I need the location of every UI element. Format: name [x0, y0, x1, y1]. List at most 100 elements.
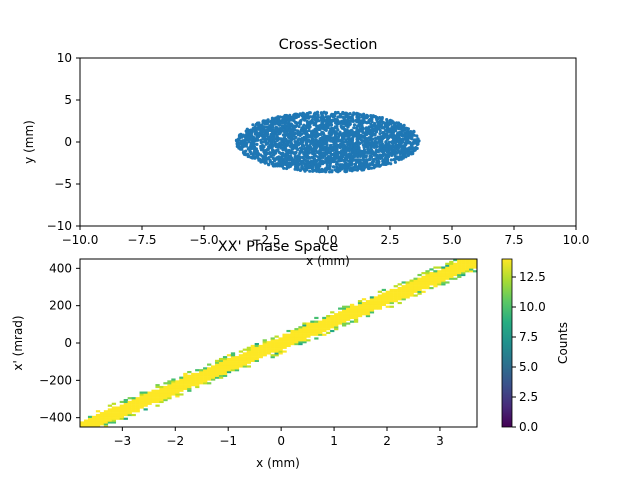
- heatmap-cell: [175, 389, 180, 392]
- heatmap-cell: [139, 406, 144, 409]
- heatmap-cell: [250, 356, 255, 359]
- heatmap-cell: [318, 322, 323, 325]
- scatter-point: [388, 118, 392, 122]
- heatmap-cell: [342, 322, 347, 325]
- colorbar-label: Counts: [556, 322, 570, 364]
- heatmap-cell: [211, 378, 216, 381]
- heatmap-cell: [163, 393, 168, 396]
- heatmap-cell: [322, 333, 327, 336]
- heatmap-cell: [322, 326, 327, 329]
- heatmap-cell: [445, 272, 450, 275]
- heatmap-cell: [342, 315, 347, 318]
- scatter-point: [366, 145, 370, 150]
- scatter-point: [330, 128, 334, 132]
- heatmap-cell: [473, 266, 478, 269]
- scatter-point: [282, 119, 286, 123]
- heatmap-cell: [345, 313, 351, 316]
- scatter-point: [305, 168, 309, 172]
- heatmap-cell: [250, 359, 255, 362]
- scatter-point: [289, 136, 293, 140]
- scatter-point: [287, 158, 291, 162]
- heatmap-cell: [433, 275, 438, 278]
- heatmap-cell: [151, 389, 156, 392]
- scatter-point: [313, 161, 317, 165]
- scatter-point: [322, 151, 326, 155]
- heatmap-cell: [421, 272, 426, 275]
- heatmap-cell: [421, 275, 426, 278]
- heatmap-cell: [397, 296, 402, 299]
- heatmap-cell: [381, 303, 386, 306]
- heatmap-cell: [171, 382, 176, 385]
- scatter-point: [262, 156, 266, 161]
- heatmap-cell: [461, 272, 466, 275]
- heatmap-cell: [465, 264, 470, 267]
- heatmap-cell: [187, 374, 192, 377]
- heatmap-cell: [135, 400, 140, 404]
- heatmap-cell: [155, 404, 160, 407]
- heatmap-cell: [338, 307, 343, 310]
- scatter-point: [274, 151, 278, 155]
- cross-section-x-label: x (mm): [306, 254, 350, 268]
- heatmap-cell: [338, 320, 343, 323]
- heatmap-cell: [357, 300, 363, 303]
- heatmap-cell: [103, 410, 109, 413]
- heatmap-cell: [330, 320, 335, 323]
- heatmap-cell: [373, 305, 379, 308]
- heatmap-cell: [469, 262, 474, 265]
- heatmap-cell: [389, 300, 394, 303]
- heatmap-cell: [401, 296, 406, 299]
- scatter-point: [346, 162, 350, 166]
- heatmap-cell: [445, 273, 450, 277]
- scatter-point: [378, 122, 382, 126]
- heatmap-cell: [119, 415, 124, 418]
- heatmap-cell: [218, 374, 224, 377]
- scatter-point: [384, 140, 388, 144]
- heatmap-cell: [254, 343, 259, 346]
- heatmap-cell: [349, 313, 355, 316]
- scatter-point: [253, 129, 257, 133]
- scatter-point: [336, 115, 340, 119]
- heatmap-cell: [222, 357, 228, 361]
- scatter-point: [415, 134, 419, 138]
- scatter-point: [256, 151, 260, 155]
- scatter-point: [272, 143, 276, 147]
- heatmap-cell: [457, 268, 462, 271]
- scatter-point: [325, 134, 329, 138]
- scatter-point: [261, 140, 265, 144]
- scatter-point: [307, 148, 311, 153]
- heatmap-cell: [242, 357, 248, 361]
- heatmap-cell: [322, 322, 327, 325]
- heatmap-cell: [262, 343, 267, 346]
- heatmap-cell: [457, 275, 462, 278]
- heatmap-cell: [445, 275, 450, 278]
- heatmap-cell: [334, 324, 339, 327]
- heatmap-cell: [270, 337, 275, 340]
- scatter-point: [378, 119, 383, 124]
- scatter-point: [269, 120, 273, 124]
- heatmap-cell: [222, 374, 228, 377]
- scatter-point: [385, 147, 389, 151]
- heatmap-cell: [342, 324, 347, 327]
- x-tick-label: 0.0: [318, 233, 337, 247]
- heatmap-cell: [230, 354, 236, 357]
- heatmap-cell: [246, 348, 252, 351]
- heatmap-cell: [465, 262, 470, 265]
- scatter-point: [312, 154, 316, 158]
- heatmap-cell: [250, 348, 255, 351]
- heatmap-cell: [342, 320, 347, 323]
- scatter-point: [325, 163, 329, 167]
- heatmap-cell: [175, 385, 180, 389]
- heatmap-cell: [421, 287, 426, 290]
- scatter-point: [351, 136, 355, 140]
- heatmap-cell: [270, 343, 275, 346]
- scatter-point: [275, 139, 279, 143]
- heatmap-cell: [413, 283, 418, 286]
- heatmap-cell: [163, 389, 168, 392]
- heatmap-cell: [123, 408, 128, 411]
- heatmap-cell: [250, 346, 255, 349]
- scatter-point: [281, 133, 285, 137]
- heatmap-cell: [437, 273, 442, 277]
- scatter-point: [375, 154, 379, 158]
- heatmap-cell: [159, 385, 164, 389]
- scatter-point: [340, 149, 344, 153]
